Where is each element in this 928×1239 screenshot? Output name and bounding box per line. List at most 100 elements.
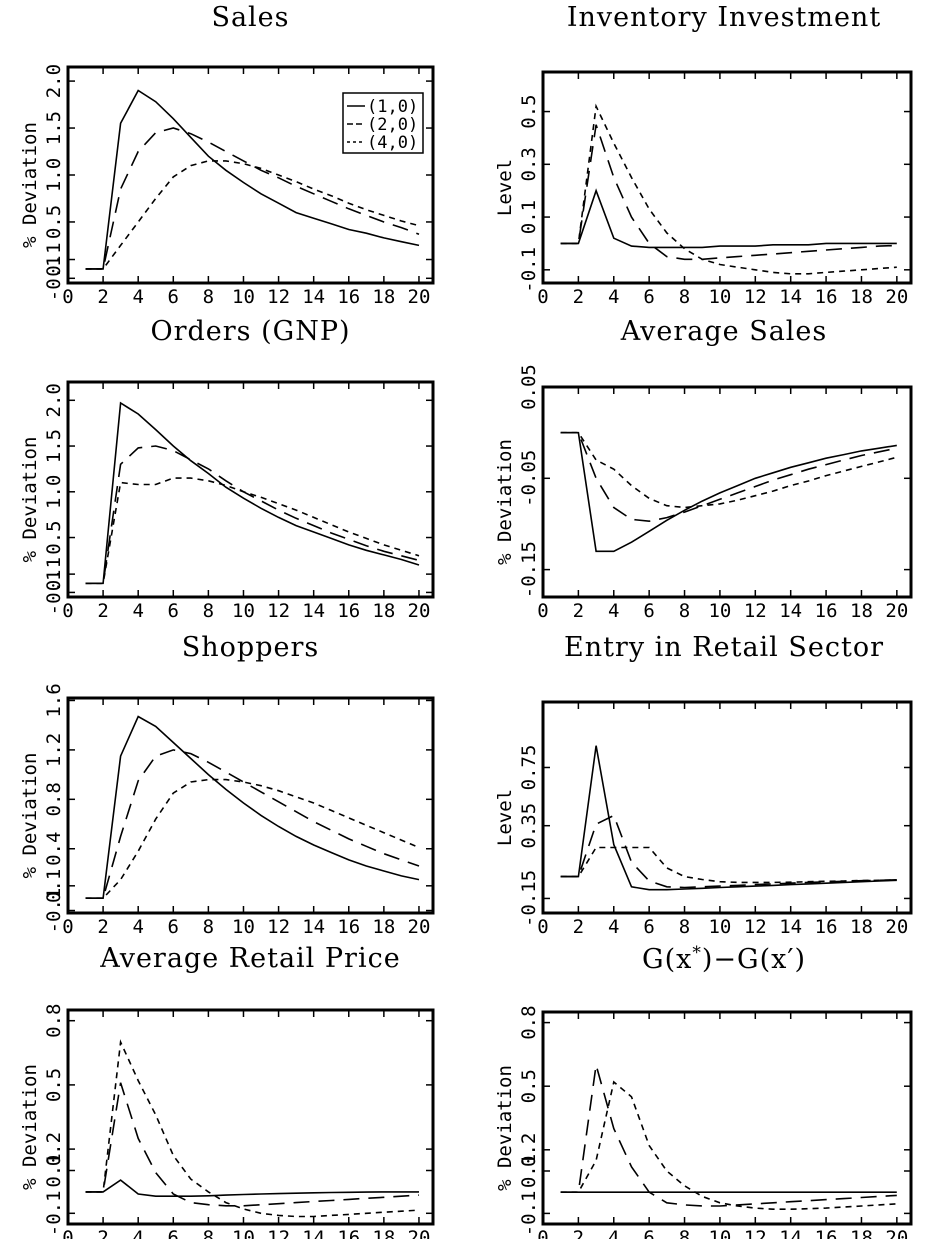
- legend-label: (1,0): [367, 97, 418, 117]
- series-line-40: [85, 778, 420, 899]
- y-tick-label: 0.1: [518, 200, 540, 234]
- series-line-40: [85, 477, 420, 585]
- y-tick-label: -0.1: [518, 1191, 540, 1237]
- x-tick-label: 8: [679, 600, 690, 622]
- x-tick-label: 20: [408, 1227, 431, 1239]
- series-line-20: [560, 1064, 897, 1207]
- chart-panel-4: 0 2 4 6 8 10 12 14 16 18 20 -0.10.1 0.4 0.8 1.2 1.6 % De…: [19, 683, 435, 938]
- plot-frame: [66, 1008, 435, 1226]
- x-tick-label: 0: [62, 1227, 73, 1239]
- x-tick-label: 20: [408, 600, 431, 622]
- y-tick-label: 0.5: [43, 205, 65, 239]
- x-tick-label: 6: [168, 916, 179, 938]
- y-tick-label: -0.1: [43, 1190, 65, 1236]
- y-tick-label: 1.6: [43, 683, 65, 717]
- x-tick-label: 2: [573, 1227, 584, 1239]
- x-tick-label: 4: [608, 600, 619, 622]
- x-tick-label: 4: [132, 916, 143, 938]
- x-tick-label: 10: [708, 600, 731, 622]
- series-line-10: [85, 1179, 419, 1197]
- x-tick-label: 14: [302, 916, 325, 938]
- x-tick-label: 2: [573, 600, 584, 622]
- x-tick-label: 2: [573, 286, 584, 308]
- y-axis-label: % Deviation: [19, 437, 41, 563]
- x-tick-label: 18: [372, 600, 395, 622]
- x-tick-label: 0: [537, 916, 548, 938]
- x-tick-label: 4: [608, 1227, 619, 1239]
- y-axis-label: % Deviation: [494, 439, 516, 565]
- y-axis-label: % Deviation: [19, 753, 41, 879]
- g-diff-prefix: G(x: [642, 944, 693, 975]
- x-tick-label: 6: [643, 600, 654, 622]
- y-tick-label: -0.15: [518, 541, 540, 598]
- x-tick-label: 0: [62, 916, 73, 938]
- x-tick-label: 18: [850, 286, 873, 308]
- x-tick-label: 18: [850, 1227, 873, 1239]
- x-tick-label: 4: [132, 286, 143, 308]
- x-tick-label: 18: [372, 1227, 395, 1239]
- x-tick-label: 6: [168, 600, 179, 622]
- panel-title-shoppers: Shoppers: [181, 632, 320, 663]
- x-tick-label: 8: [679, 286, 690, 308]
- y-tick-label: 0.8: [43, 782, 65, 816]
- x-tick-label: 8: [203, 1227, 214, 1239]
- series-line-20: [85, 445, 420, 585]
- series-line-10: [85, 89, 420, 270]
- plot-frame: [541, 70, 913, 285]
- chart-panel-7: 0 2 4 6 8 10 12 14 16 18 20 -0.1 0.10.2 0.5 0.8 % Devia…: [494, 1005, 913, 1239]
- y-tick-label: 0.05: [518, 364, 540, 410]
- x-tick-label: 10: [232, 286, 255, 308]
- series-line-10: [560, 431, 897, 553]
- x-tick-label: 16: [337, 1227, 360, 1239]
- x-tick-label: 10: [708, 916, 731, 938]
- y-tick-label: 0.35: [518, 803, 540, 849]
- series-line-10: [560, 188, 897, 249]
- x-tick-label: 12: [267, 286, 290, 308]
- series-line-40: [560, 1080, 897, 1210]
- series-line-20: [560, 124, 897, 261]
- y-tick-label: 0.2: [518, 1133, 540, 1167]
- x-tick-label: 12: [267, 1227, 290, 1239]
- y-tick-label: 0.1: [43, 1153, 65, 1187]
- g-diff-suffix: )−G(x′): [701, 944, 806, 975]
- x-tick-label: 10: [232, 600, 255, 622]
- x-tick-label: 14: [779, 1227, 802, 1239]
- x-tick-label: 8: [203, 286, 214, 308]
- x-tick-label: 16: [815, 286, 838, 308]
- y-tick-label: -0.1: [43, 255, 65, 301]
- y-tick-label: 2.0: [43, 383, 65, 417]
- x-tick-label: 20: [885, 286, 908, 308]
- x-tick-label: 4: [608, 286, 619, 308]
- x-tick-label: 2: [97, 916, 108, 938]
- plot-frame: [66, 696, 435, 915]
- x-tick-label: 14: [302, 286, 325, 308]
- x-tick-label: 10: [708, 1227, 731, 1239]
- x-tick-label: 16: [815, 600, 838, 622]
- panel-title-average-retail-price: Average Retail Price: [100, 943, 401, 974]
- y-tick-label: 0.8: [518, 1005, 540, 1039]
- y-tick-label: 0.2: [43, 1132, 65, 1166]
- y-axis-label: Level: [494, 789, 516, 846]
- x-tick-label: 8: [679, 1227, 690, 1239]
- x-tick-label: 16: [337, 916, 360, 938]
- x-tick-label: 4: [132, 1227, 143, 1239]
- series-line-10: [85, 715, 420, 899]
- y-tick-label: 1.5: [43, 111, 65, 145]
- series-line-40: [85, 160, 420, 270]
- x-tick-label: 0: [537, 1227, 548, 1239]
- chart-panel-1: 0 2 4 6 8 10 12 14 16 18 20 -0.1 0.1 0.3 0.5 Level: [494, 70, 913, 308]
- g-diff-star: *: [692, 943, 702, 963]
- legend-label: (2,0): [367, 115, 418, 135]
- panel-title-entry-retail: Entry in Retail Sector: [563, 632, 884, 663]
- x-tick-label: 0: [537, 600, 548, 622]
- x-tick-label: 6: [643, 286, 654, 308]
- y-tick-label: 1.0: [43, 158, 65, 192]
- x-tick-label: 16: [815, 1227, 838, 1239]
- panel-title-average-sales: Average Sales: [620, 316, 828, 347]
- y-tick-label: 0.75: [518, 745, 540, 791]
- y-tick-label: -0.1: [43, 888, 65, 934]
- chart-panel-0: 0 2 4 6 8 10 12 14 16 18 20 -0.10.1 0.5 1.0 1.5 2.0 % De…: [19, 64, 435, 308]
- series-line-20: [560, 431, 897, 523]
- x-tick-label: 16: [337, 600, 360, 622]
